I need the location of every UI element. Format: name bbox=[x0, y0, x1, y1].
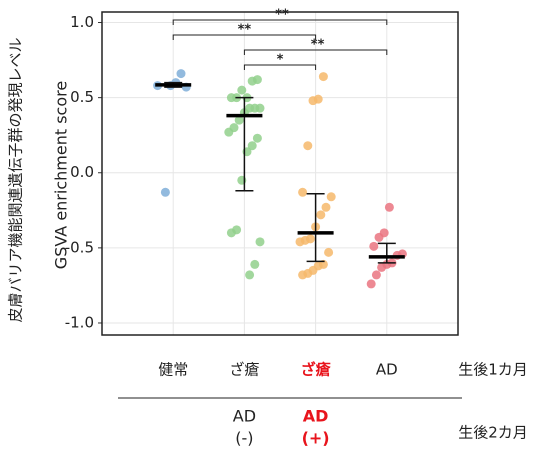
category-label: AD bbox=[376, 361, 398, 379]
data-point bbox=[226, 93, 236, 103]
significance-label: ** bbox=[238, 23, 252, 38]
data-point bbox=[295, 237, 305, 247]
data-point bbox=[303, 141, 313, 151]
data-point bbox=[255, 237, 265, 247]
data-point bbox=[234, 115, 244, 125]
data-point bbox=[374, 232, 384, 242]
data-point bbox=[160, 187, 170, 197]
y-tick-label: 0.5 bbox=[70, 88, 94, 106]
y-axis-label: GSVA enrichment score bbox=[52, 81, 71, 269]
significance-label: * bbox=[277, 53, 284, 68]
row-label: 生後1カ月 bbox=[458, 361, 528, 379]
row2-cell: (-) bbox=[235, 429, 253, 448]
row2-cell: AD bbox=[233, 407, 256, 426]
data-point bbox=[298, 270, 308, 280]
category-label: ざ瘡 bbox=[301, 361, 332, 379]
significance-bracket bbox=[172, 34, 317, 40]
data-point bbox=[318, 72, 328, 82]
data-point bbox=[298, 187, 308, 197]
data-point bbox=[247, 141, 257, 151]
data-point bbox=[366, 279, 376, 289]
significance-bracket bbox=[243, 64, 317, 70]
significance-bracket bbox=[243, 49, 388, 55]
data-point bbox=[226, 228, 236, 238]
data-point bbox=[252, 133, 262, 143]
data-point bbox=[324, 247, 334, 257]
data-point bbox=[316, 210, 326, 220]
significance-label: ** bbox=[311, 38, 325, 53]
significance-bracket bbox=[172, 19, 388, 25]
data-point bbox=[176, 69, 186, 79]
data-point bbox=[224, 127, 234, 137]
data-point bbox=[384, 202, 394, 212]
y-tick-label: 0.0 bbox=[70, 163, 94, 181]
data-point bbox=[250, 259, 260, 269]
data-point bbox=[237, 85, 247, 95]
significance-label: ** bbox=[275, 8, 289, 23]
y-tick-label: 1.0 bbox=[70, 13, 94, 31]
row2-cell: AD bbox=[303, 407, 329, 426]
side-label: 皮膚バリア機能関連遺伝子群の発現レベル bbox=[7, 37, 25, 322]
data-point bbox=[371, 270, 381, 280]
data-point bbox=[321, 202, 331, 212]
y-tick-label: -0.5 bbox=[65, 238, 94, 256]
data-point bbox=[326, 192, 336, 202]
row-label: 生後2カ月 bbox=[458, 424, 528, 442]
plot-frame bbox=[101, 11, 459, 336]
data-point bbox=[247, 76, 257, 86]
category-label: 健常 bbox=[158, 361, 188, 379]
data-point bbox=[245, 270, 255, 280]
data-point bbox=[308, 96, 318, 106]
data-point bbox=[369, 241, 379, 251]
data-point bbox=[377, 262, 387, 272]
row2-cell: (+) bbox=[302, 429, 330, 448]
y-tick-label: -1.0 bbox=[65, 313, 94, 331]
category-label: ざ瘡 bbox=[229, 361, 259, 379]
